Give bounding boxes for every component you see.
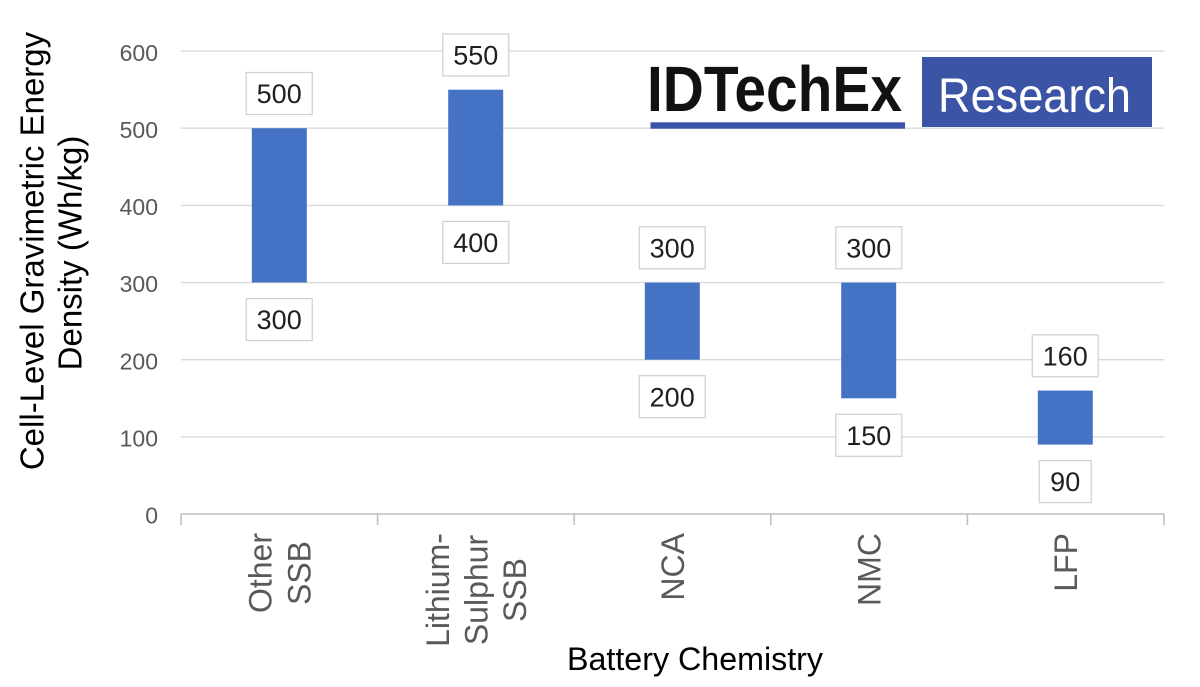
svg-text:0: 0 — [145, 503, 158, 529]
svg-text:SSB: SSB — [281, 541, 317, 605]
svg-text:200: 200 — [650, 382, 695, 412]
svg-text:Research: Research — [938, 70, 1131, 123]
svg-text:600: 600 — [120, 40, 158, 66]
svg-text:500: 500 — [120, 117, 158, 143]
svg-text:200: 200 — [120, 348, 158, 374]
svg-text:400: 400 — [120, 194, 158, 220]
svg-text:100: 100 — [120, 426, 158, 452]
svg-text:300: 300 — [650, 233, 695, 263]
svg-text:300: 300 — [120, 271, 158, 297]
svg-text:300: 300 — [257, 305, 302, 335]
svg-text:SSB: SSB — [497, 558, 533, 622]
svg-text:IDTechEx: IDTechEx — [647, 53, 902, 125]
svg-text:90: 90 — [1050, 467, 1080, 497]
svg-text:NCA: NCA — [655, 532, 691, 600]
svg-text:550: 550 — [453, 41, 498, 71]
svg-text:Other: Other — [243, 533, 279, 613]
svg-text:Density (Wh/kg): Density (Wh/kg) — [52, 136, 89, 371]
svg-text:Battery Chemistry: Battery Chemistry — [567, 641, 823, 677]
svg-text:Sulphur: Sulphur — [459, 535, 495, 646]
svg-text:400: 400 — [453, 228, 498, 258]
svg-text:300: 300 — [846, 233, 891, 263]
svg-text:Lithium-: Lithium- — [420, 533, 456, 647]
svg-text:160: 160 — [1043, 341, 1088, 371]
svg-text:NMC: NMC — [852, 533, 888, 606]
svg-text:150: 150 — [846, 421, 891, 451]
svg-text:500: 500 — [257, 79, 302, 109]
svg-text:Cell-Level Gravimetric Energy: Cell-Level Gravimetric Energy — [14, 31, 51, 470]
svg-text:LFP: LFP — [1048, 533, 1084, 592]
